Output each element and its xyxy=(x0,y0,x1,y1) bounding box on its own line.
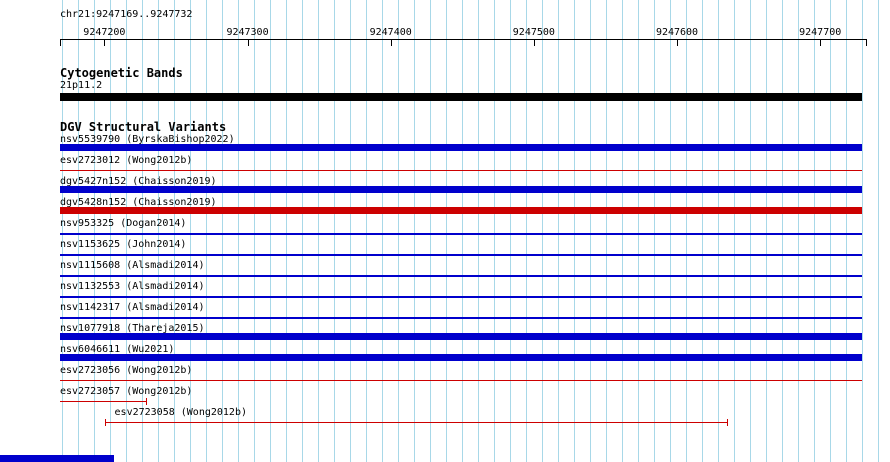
ruler-tick-label: 9247500 xyxy=(512,27,555,38)
grid-lines xyxy=(62,0,890,462)
variant-label[interactable]: nsv1115608 (Alsmadi2014) xyxy=(60,260,205,271)
variant-label[interactable]: nsv953325 (Dogan2014) xyxy=(60,218,187,229)
variant-end-tick xyxy=(727,419,729,426)
variant-end-tick xyxy=(145,398,147,405)
variant-row: esv2723058 (Wong2012b) xyxy=(0,407,890,428)
variant-label[interactable]: esv2723057 (Wong2012b) xyxy=(60,386,193,397)
variant-bar[interactable] xyxy=(60,296,862,298)
variant-bar[interactable] xyxy=(60,380,862,381)
ruler-end-tick xyxy=(866,39,867,46)
variant-label[interactable]: nsv1153625 (John2014) xyxy=(60,239,187,250)
ruler-tick-label: 9247300 xyxy=(226,27,269,38)
variant-row: nsv5539790 (ByrskaBishop2022) xyxy=(0,134,890,155)
variant-label[interactable]: nsv5539790 (ByrskaBishop2022) xyxy=(60,134,235,145)
variant-row: nsv1115608 (Alsmadi2014) xyxy=(0,260,890,281)
variant-track: nsv5539790 (ByrskaBishop2022) esv2723012 … xyxy=(0,134,890,434)
variant-row: esv2723057 (Wong2012b) xyxy=(0,386,890,407)
ruler-tick-label: 9247600 xyxy=(655,27,699,38)
variant-row: dgv5428n152 (Chaisson2019) xyxy=(0,197,890,218)
variant-bar[interactable] xyxy=(104,419,729,426)
variant-bar[interactable] xyxy=(60,233,862,235)
ruler-axis-line xyxy=(60,39,866,40)
dgv-title: DGV Structural Variants xyxy=(60,120,227,134)
variant-row: nsv1153625 (John2014) xyxy=(0,239,890,260)
variant-row: nsv6046611 (Wu2021) xyxy=(0,344,890,365)
variant-row: esv2723056 (Wong2012b) xyxy=(0,365,890,386)
variant-bar[interactable] xyxy=(60,254,862,256)
ruler-tick xyxy=(677,39,679,46)
variant-row: dgv5427n152 (Chaisson2019) xyxy=(0,176,890,197)
cytoband-bar xyxy=(60,93,862,101)
ruler-tick-label: 9247200 xyxy=(83,27,126,38)
cytobands-title: Cytogenetic Bands xyxy=(60,66,183,80)
variant-bar[interactable] xyxy=(60,398,147,405)
ruler-tick-label: 9247700 xyxy=(799,27,842,38)
variant-bar[interactable] xyxy=(60,354,862,361)
variant-bar[interactable] xyxy=(60,275,862,277)
variant-label[interactable]: esv2723056 (Wong2012b) xyxy=(60,365,193,376)
variant-row: esv2723012 (Wong2012b) xyxy=(0,155,890,176)
ruler-tick xyxy=(820,39,822,46)
variant-bar[interactable] xyxy=(60,144,862,151)
region-coordinates: chr21:9247169..9247732 xyxy=(60,9,193,20)
variant-label[interactable]: nsv1142317 (Alsmadi2014) xyxy=(60,302,205,313)
variant-bar[interactable] xyxy=(60,170,862,171)
variant-label[interactable]: esv2723058 (Wong2012b) xyxy=(114,407,247,418)
ruler-tick-label: 9247400 xyxy=(369,27,412,38)
ruler-tick xyxy=(533,39,535,46)
variant-bar[interactable] xyxy=(60,186,862,193)
variant-start-tick xyxy=(104,419,106,426)
variant-label[interactable]: nsv6046611 (Wu2021) xyxy=(60,344,175,355)
variant-row: nsv1142317 (Alsmadi2014) xyxy=(0,302,890,323)
variant-row: nsv1132553 (Alsmadi2014) xyxy=(0,281,890,302)
variant-label[interactable]: esv2723012 (Wong2012b) xyxy=(60,155,193,166)
variant-label[interactable]: dgv5428n152 (Chaisson2019) xyxy=(60,197,217,208)
variant-bar[interactable] xyxy=(60,333,862,340)
ruler-tick xyxy=(104,39,106,46)
ruler-tick xyxy=(390,39,392,46)
partial-variant-bar[interactable] xyxy=(0,455,114,462)
variant-bar[interactable] xyxy=(60,207,862,214)
ruler-tick xyxy=(247,39,249,46)
variant-label[interactable]: nsv1077918 (Thareja2015) xyxy=(60,323,205,334)
variant-row: nsv953325 (Dogan2014) xyxy=(0,218,890,239)
ruler-end-tick xyxy=(60,39,61,46)
cytoband-name: 21p11.2 xyxy=(60,80,103,91)
variant-label[interactable]: nsv1132553 (Alsmadi2014) xyxy=(60,281,205,292)
variant-row: nsv1077918 (Thareja2015) xyxy=(0,323,890,344)
variant-bar[interactable] xyxy=(60,317,862,319)
variant-label[interactable]: dgv5427n152 (Chaisson2019) xyxy=(60,176,217,187)
